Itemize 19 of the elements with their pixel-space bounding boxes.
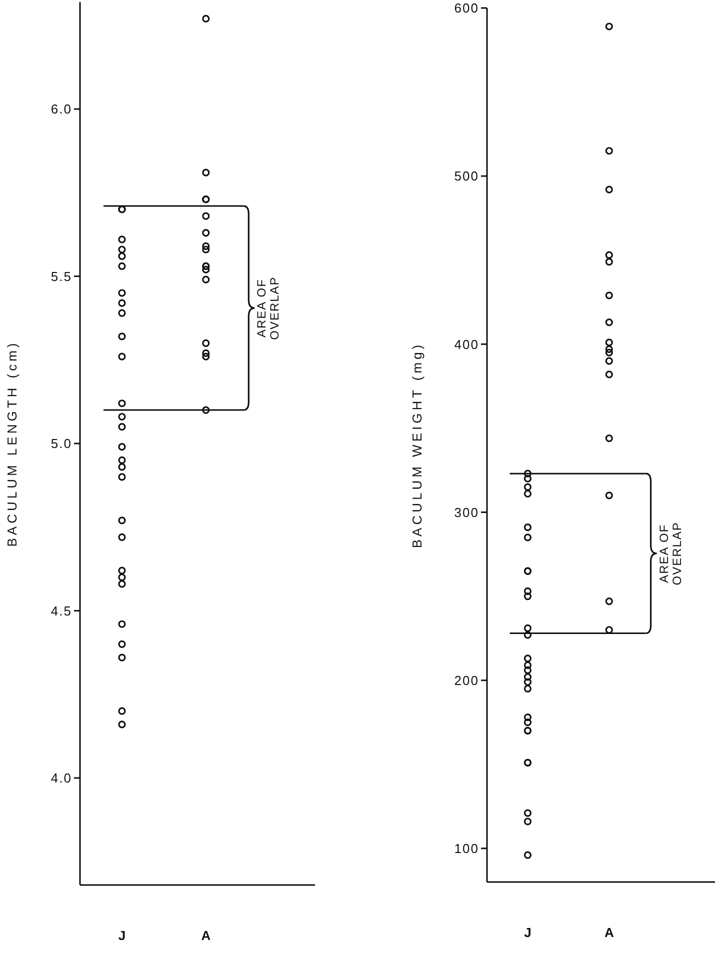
x-tick-label: J bbox=[524, 925, 532, 940]
y-tick-label: 300 bbox=[454, 504, 479, 520]
y-tick-label: 100 bbox=[454, 841, 479, 856]
y-tick-label: 4.5 bbox=[50, 603, 72, 618]
y-tick-label: 600 bbox=[454, 0, 479, 16]
y-tick-label: 200 bbox=[454, 672, 479, 688]
y-axis-title: BACULUM WEIGHT (mg) bbox=[410, 342, 425, 548]
text: AREA OF OVERLAP bbox=[254, 276, 282, 340]
y-tick-label: 6.0 bbox=[50, 102, 72, 117]
y-axis-title: BACULUM LENGTH (cm) bbox=[4, 340, 20, 547]
x-tick-label: J bbox=[118, 928, 126, 944]
x-tick-label: A bbox=[201, 928, 212, 944]
text: AREA OF OVERLAP bbox=[656, 522, 684, 586]
x-tick-label: A bbox=[604, 925, 614, 940]
y-tick-label: 4.0 bbox=[50, 770, 72, 786]
y-tick-label: 500 bbox=[454, 168, 479, 184]
y-tick-label: 5.0 bbox=[50, 436, 72, 452]
y-tick-label: 400 bbox=[454, 336, 479, 352]
y-tick-label: 5.5 bbox=[50, 268, 72, 284]
